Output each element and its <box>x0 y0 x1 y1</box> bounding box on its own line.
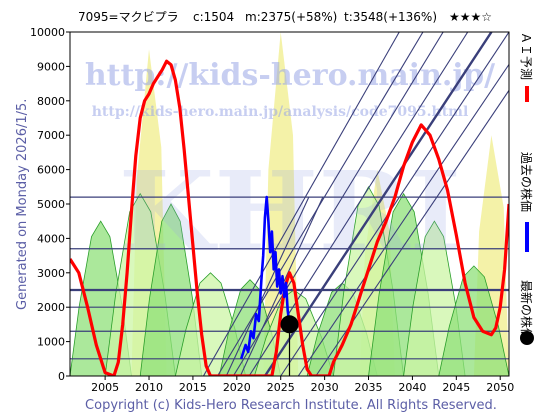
trend-lines <box>202 32 509 376</box>
trend-line-4 <box>263 32 493 376</box>
trend-line-6 <box>297 63 509 376</box>
x-tick-label-4: 2025 <box>267 381 295 394</box>
y-tick-label-7: 7000 <box>37 129 65 142</box>
x-tick-label-9: 2050 <box>486 381 514 394</box>
x-tick-label-0: 2005 <box>91 381 119 394</box>
y-tick-label-4: 4000 <box>37 232 65 245</box>
x-tick-label-7: 2040 <box>398 381 426 394</box>
y-tick-label-2: 2000 <box>37 301 65 314</box>
y-tick-label-10: 10000 <box>30 26 65 39</box>
trend-line-short-0 <box>225 196 310 376</box>
y-tick-label-8: 8000 <box>37 95 65 108</box>
x-tick-label-3: 2020 <box>223 381 251 394</box>
series-line-0 <box>70 59 509 376</box>
generated-date-label: Generated on Monday 2026/1/5. <box>15 99 30 310</box>
y-tick-label-5: 5000 <box>37 198 65 211</box>
x-tick-label-5: 2030 <box>311 381 339 394</box>
header-current: c:1504 <box>193 10 234 24</box>
copyright-footer: Copyright (c) Kids-Hero Research Institu… <box>85 398 497 413</box>
y-tick-label-3: 3000 <box>37 267 65 280</box>
header-m-value: m:2375(+58%) <box>245 10 337 24</box>
legend-latest-swatch <box>520 331 534 345</box>
watermark-url-sub: http://kids-hero.main.jp/analysis/code70… <box>92 104 469 120</box>
latest-point-marker <box>280 315 299 334</box>
axes: 0 1000 2000 3000 4000 5000 6000 7000 8000 9000 100… <box>30 26 514 394</box>
legend-ai-label: ＡＩ予測 <box>519 32 533 80</box>
trend-line-0 <box>202 32 400 376</box>
y-tick-label-6: 6000 <box>37 164 65 177</box>
header-rating: ★★★☆ <box>449 10 492 24</box>
legend-latest-label: 最新の株価 <box>519 280 534 340</box>
watermark-url-main: http://kids-hero.main.jp/ <box>85 58 495 93</box>
series-layer <box>70 59 509 376</box>
y-tick-label-0: 0 <box>58 370 65 383</box>
x-tick-label-6: 2035 <box>355 381 383 394</box>
legend-past-label: 過去の株価 <box>519 152 534 212</box>
green-band-10 <box>438 265 509 376</box>
x-tick-label-1: 2010 <box>135 381 163 394</box>
trend-line-2 <box>232 32 444 376</box>
trend-line-7 <box>315 89 509 376</box>
x-tick-label-2: 2015 <box>179 381 207 394</box>
series-line-1 <box>239 195 291 360</box>
legend: ＡＩ予測 過去の株価 最新の株価 <box>519 32 534 345</box>
x-tick-label-8: 2045 <box>442 381 470 394</box>
y-tick-label-9: 9000 <box>37 60 65 73</box>
trend-line-5 <box>280 32 509 376</box>
y-tick-label-1: 1000 <box>37 336 65 349</box>
watermark: http://kids-hero.main.jp/ http://kids-he… <box>85 58 495 276</box>
header-t-value: t:3548(+136%) <box>344 10 437 24</box>
header-code-name: 7095=マクビプラ <box>78 10 179 24</box>
